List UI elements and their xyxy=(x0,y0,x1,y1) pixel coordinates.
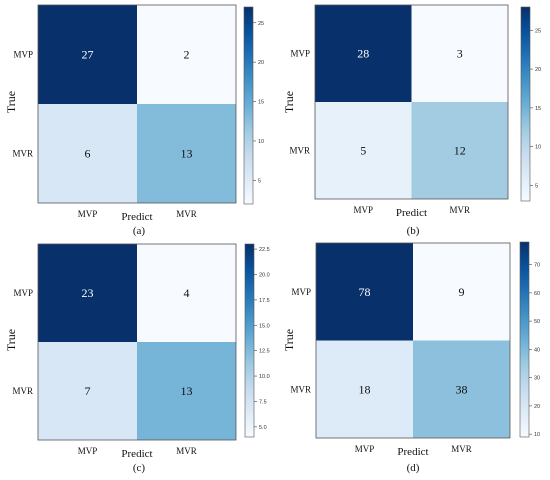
confusion-matrix-panel: 23 4 7 13 MVP MVR MVP MVR Predict True (c) 5.0 7.5 10… xyxy=(4,243,270,474)
x-tick-label: MVR xyxy=(451,444,472,454)
x-tick-label: MVR xyxy=(176,446,197,456)
confusion-matrix-panel: 27 2 6 13 MVP MVR MVP MVR Predict True (a) 5 10 15 20 2… xyxy=(4,4,264,237)
x-tick-label: MVR xyxy=(449,205,470,215)
matrix-cell xyxy=(316,243,413,341)
panel-caption: (c) xyxy=(133,462,146,474)
matrix-cell xyxy=(137,5,236,104)
plot-frame xyxy=(315,242,511,439)
y-axis-label: True xyxy=(4,329,18,351)
cell-value-label: 12 xyxy=(454,144,466,158)
matrix-cell xyxy=(137,342,236,440)
colorbar xyxy=(244,243,255,438)
x-tick-label: MVP xyxy=(353,205,373,215)
matrix-cell xyxy=(38,104,137,203)
cell-value-label: 7 xyxy=(85,384,91,398)
colorbar-tick-label: 10.0 xyxy=(259,374,270,380)
matrix-cell xyxy=(411,5,508,102)
matrix-cell xyxy=(137,104,236,203)
panel-caption: (b) xyxy=(407,225,420,237)
y-axis-label: True xyxy=(4,91,18,113)
y-tick-label: MVP xyxy=(13,50,33,60)
x-tick-label: MVR xyxy=(176,209,197,219)
x-axis-label: Predict xyxy=(396,207,427,219)
colorbar-tick-label: 60 xyxy=(534,291,540,297)
y-tick-label: MVR xyxy=(290,384,311,394)
colorbar-tick-label: 40 xyxy=(534,347,540,353)
y-tick-label: MVP xyxy=(13,288,33,298)
matrix-cell xyxy=(38,5,137,104)
colorbar-tick-label: 7.5 xyxy=(259,399,267,405)
colorbar-tick-label: 22.5 xyxy=(259,247,270,253)
colorbar-tick-label: 5 xyxy=(535,183,538,189)
x-tick-label: MVP xyxy=(78,446,98,456)
colorbar-tick-label: 20.0 xyxy=(259,272,270,278)
colorbar-tick-label: 15 xyxy=(258,100,264,106)
cell-value-label: 27 xyxy=(82,48,94,62)
colorbar-tick-label: 12.5 xyxy=(259,349,270,355)
confusion-matrix-panel: 28 3 5 12 MVP MVR MVP MVR Predict True (b) 5 10 15 20 2… xyxy=(282,4,541,237)
colorbar-tick-label: 20 xyxy=(535,67,541,73)
matrix-cell xyxy=(38,244,137,342)
confusion-matrix-panel: 78 9 18 38 MVP MVR MVP MVR Predict True (d) 10 20 30 4… xyxy=(282,241,540,474)
colorbar-tick-label: 20 xyxy=(258,60,264,66)
x-axis-label: Predict xyxy=(121,211,152,223)
colorbar-tick-label: 15 xyxy=(535,106,541,112)
matrix-cell xyxy=(411,102,508,199)
cell-value-label: 38 xyxy=(456,382,468,396)
colorbar-tick-label: 10 xyxy=(258,139,264,145)
matrix-cell xyxy=(413,243,510,341)
colorbar-tick-label: 50 xyxy=(534,319,540,325)
y-tick-label: MVR xyxy=(12,386,33,396)
cell-value-label: 4 xyxy=(184,286,190,300)
matrix-cell xyxy=(137,244,236,342)
cell-value-label: 9 xyxy=(459,285,465,299)
matrix-cell xyxy=(315,5,412,102)
x-axis-label: Predict xyxy=(121,448,152,460)
colorbar-tick-label: 20 xyxy=(534,404,540,410)
cell-value-label: 23 xyxy=(82,286,94,300)
y-tick-label: MVR xyxy=(289,146,310,156)
cell-value-label: 6 xyxy=(85,147,91,161)
y-tick-label: MVR xyxy=(12,149,33,159)
colorbar xyxy=(520,6,531,202)
cell-value-label: 3 xyxy=(457,47,463,61)
colorbar xyxy=(243,6,254,205)
cell-value-label: 13 xyxy=(181,384,193,398)
cell-value-label: 28 xyxy=(357,47,369,61)
colorbar-tick-label: 25 xyxy=(258,21,264,27)
colorbar-tick-label: 5 xyxy=(258,178,261,184)
y-tick-label: MVP xyxy=(291,287,311,297)
matrix-cell xyxy=(316,340,413,438)
x-tick-label: MVP xyxy=(355,444,375,454)
matrix-cell xyxy=(413,340,510,438)
cell-value-label: 2 xyxy=(184,48,190,62)
colorbar-tick-label: 10 xyxy=(535,145,541,151)
colorbar-tick-label: 15.0 xyxy=(259,323,270,329)
cell-value-label: 5 xyxy=(360,144,366,158)
x-tick-label: MVP xyxy=(78,209,98,219)
x-axis-label: Predict xyxy=(397,446,428,458)
colorbar-tick-label: 30 xyxy=(534,376,540,382)
colorbar-tick-label: 5.0 xyxy=(259,425,267,431)
panel-caption: (a) xyxy=(133,225,146,237)
plot-frame xyxy=(37,243,237,441)
plot-frame xyxy=(314,4,509,200)
y-axis-label: True xyxy=(282,329,296,351)
colorbar-tick-label: 10 xyxy=(534,432,540,438)
colorbar-tick-label: 70 xyxy=(534,263,540,269)
cell-value-label: 78 xyxy=(359,285,371,299)
matrix-cell xyxy=(38,342,137,440)
y-tick-label: MVP xyxy=(290,49,310,59)
cell-value-label: 18 xyxy=(359,382,371,396)
cell-value-label: 13 xyxy=(181,147,193,161)
colorbar xyxy=(519,241,530,438)
colorbar-tick-label: 25 xyxy=(535,28,541,34)
y-axis-label: True xyxy=(282,91,296,113)
matrix-cell xyxy=(315,102,412,199)
plot-frame xyxy=(37,4,237,204)
panel-caption: (d) xyxy=(407,462,420,474)
colorbar-tick-label: 17.5 xyxy=(259,298,270,304)
